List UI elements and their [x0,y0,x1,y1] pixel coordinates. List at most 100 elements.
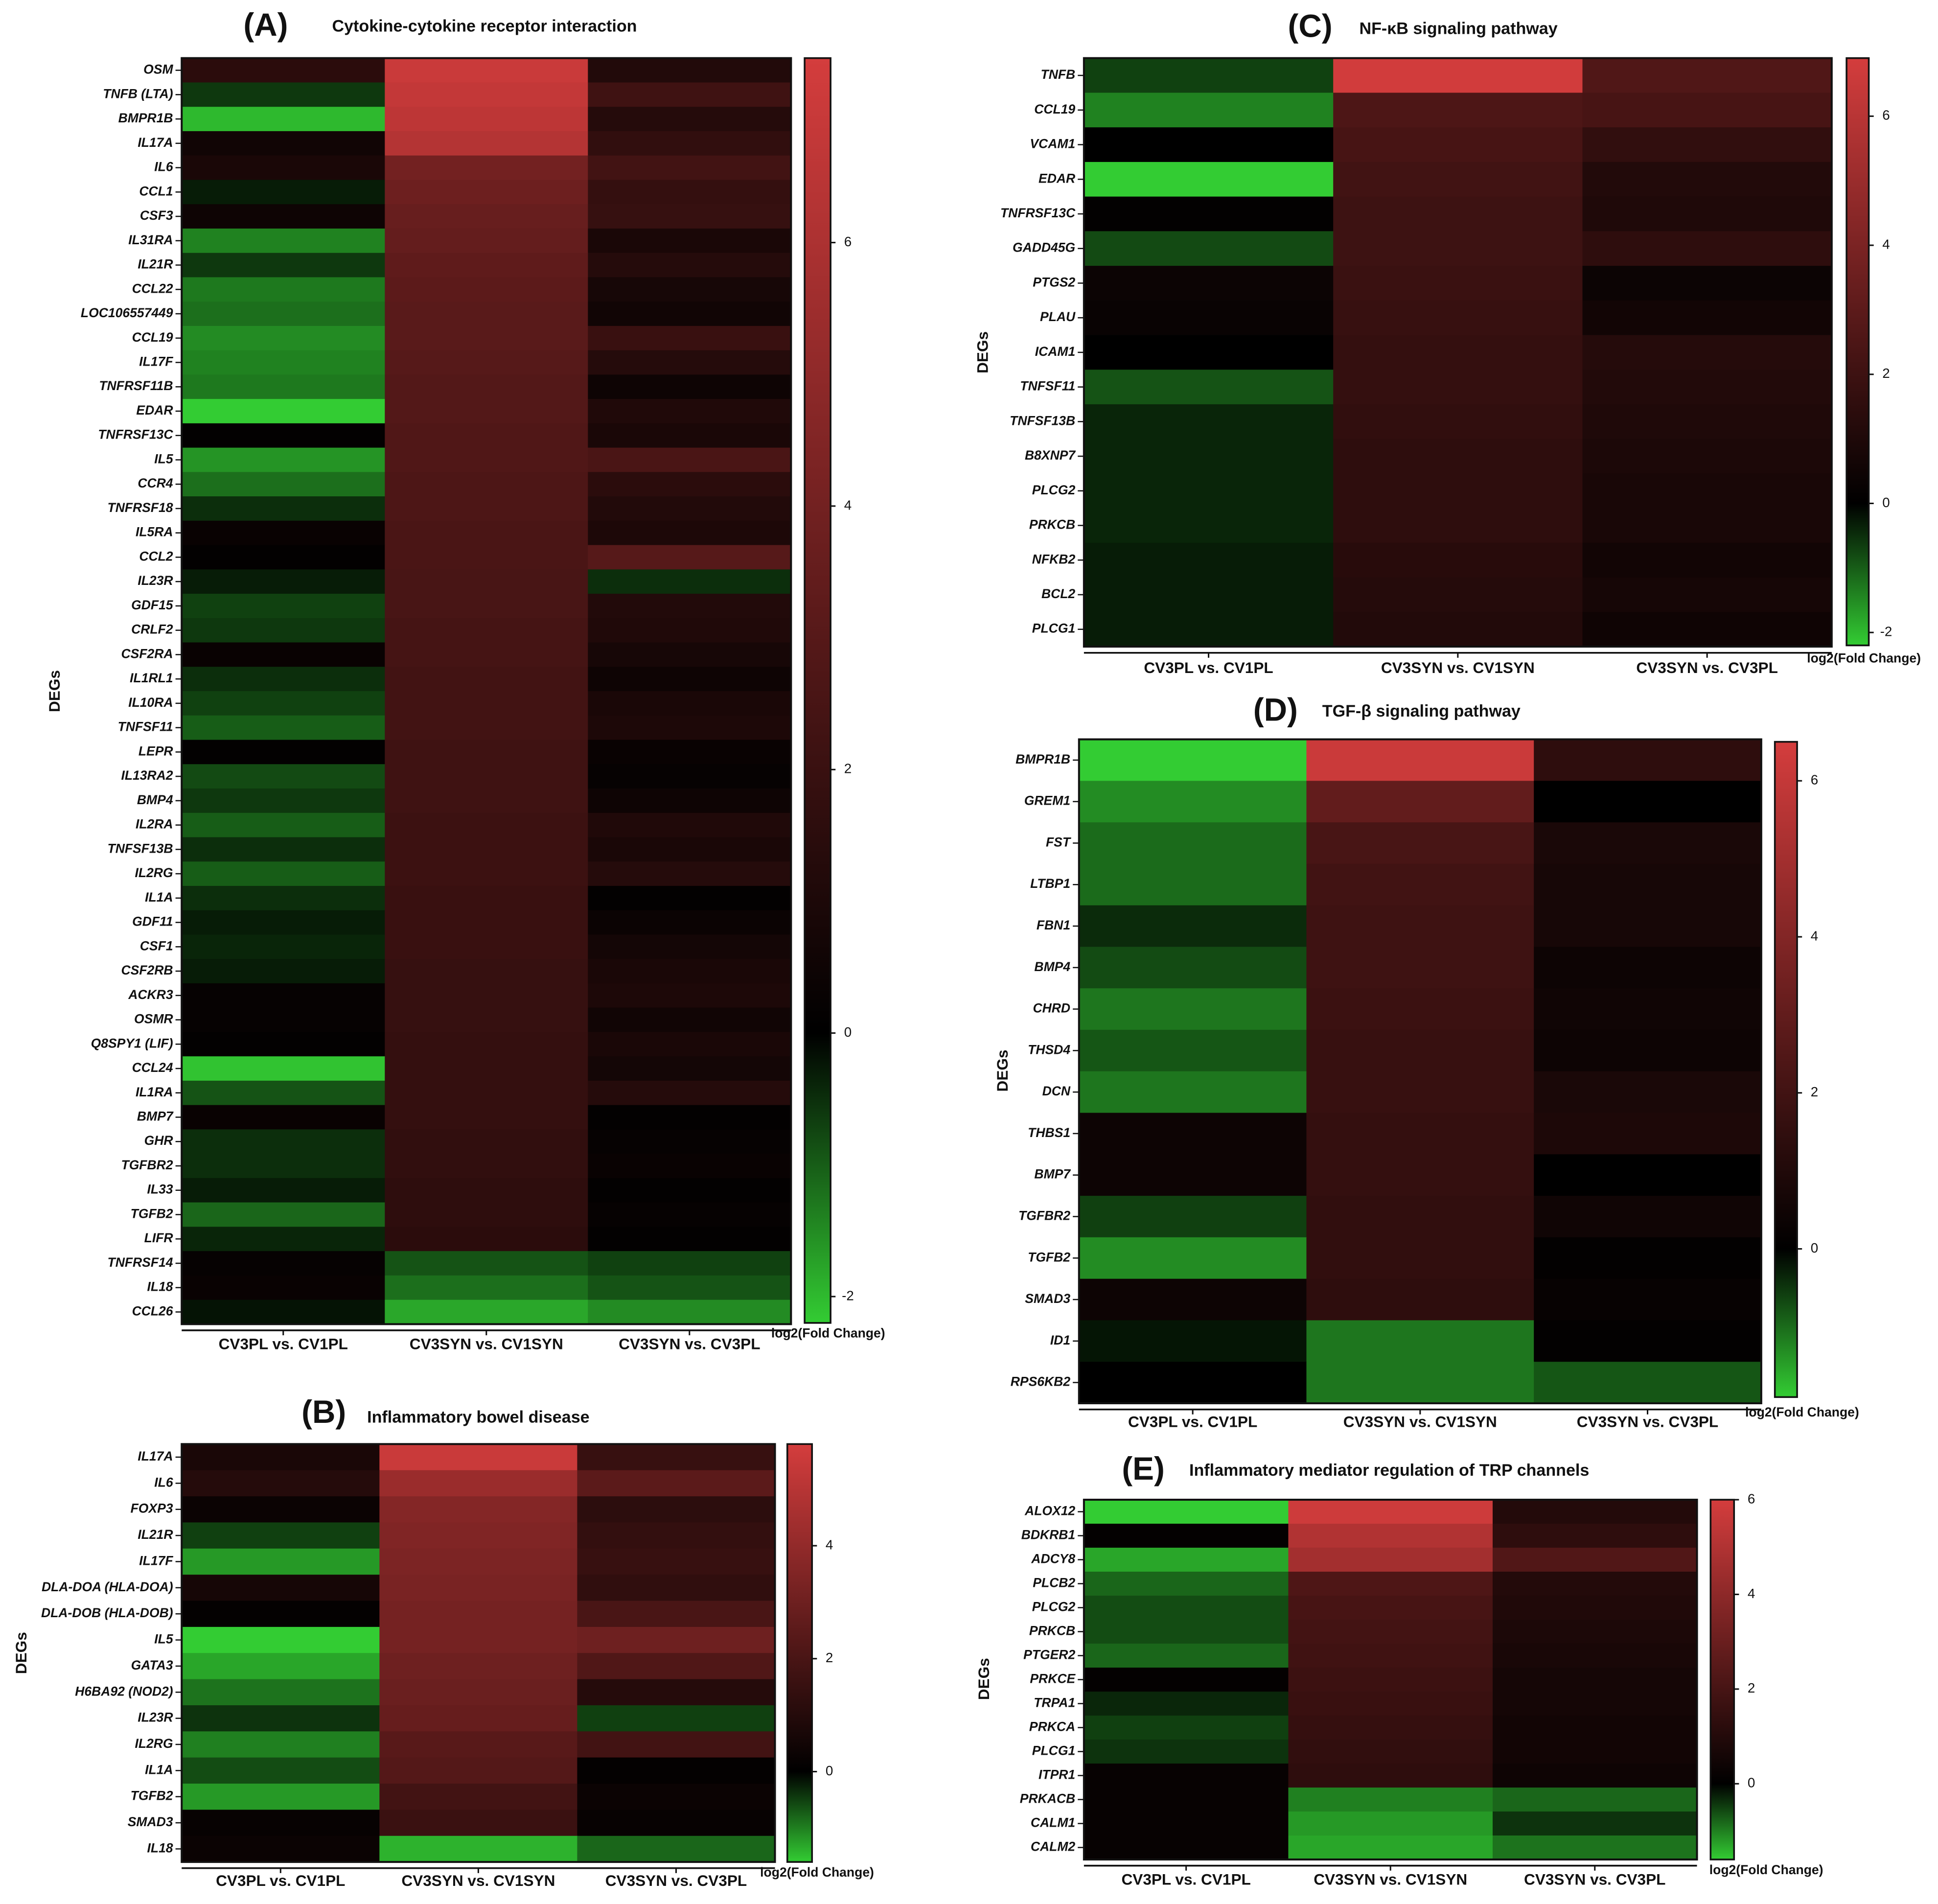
heatmap-cell [385,496,589,521]
heatmap-cell [577,1835,776,1863]
heatmap-cell [1084,508,1334,543]
colorbar [786,1443,813,1863]
heatmap-cell [588,837,792,862]
heatmap-cell [385,204,589,229]
heatmap-cell [1582,196,1832,232]
colorbar-tick-label: 4 [826,1537,833,1552]
row-label: IL1RA [136,1085,173,1099]
row-label: BMP7 [1034,1167,1071,1182]
heatmap-cell [182,667,386,692]
heatmap-cell [385,910,589,935]
heatmap-cell [1582,612,1832,648]
row-label: PLCG1 [1032,621,1075,636]
heatmap-cell [1084,93,1334,128]
row-label: THBS1 [1028,1125,1070,1140]
colorbar-tick-label: -2 [842,1288,854,1303]
heatmap-cell [1084,370,1334,405]
heatmap-cell [182,642,386,668]
heatmap-cell [1084,1716,1289,1741]
heatmap-cell [588,1154,792,1179]
heatmap-cell [1084,58,1334,93]
heatmap-frame [181,1443,776,1863]
heatmap-cell [1079,1071,1307,1114]
heatmap-cell [1333,93,1583,128]
row-label: FST [1046,835,1072,849]
row-label: EDAR [136,403,173,418]
colorbar-tick-label: 4 [1811,928,1818,943]
heatmap-cell [1492,1835,1698,1860]
row-label: IL17A [138,1449,173,1463]
heatmap-cell [1582,162,1832,197]
heatmap-cell [1492,1764,1698,1788]
row-label: SMAD3 [128,1814,173,1829]
heatmap-cell [1306,1196,1535,1238]
heatmap-cell [588,496,792,521]
heatmap-cell [1582,473,1832,509]
heatmap-cell [577,1626,776,1654]
heatmap-cell [1582,127,1832,163]
row-label: GATA3 [131,1658,173,1672]
heatmap-cell [1534,988,1762,1030]
row-label: ITPR1 [1038,1767,1075,1782]
colorbar-tick-label: 4 [1882,236,1890,252]
row-label: IL6 [154,160,173,174]
heatmap-cell [1084,231,1334,267]
row-label: ALOX12 [1024,1504,1075,1518]
chart-title: Inflammatory bowel disease [367,1408,589,1426]
heatmap-cell [588,399,792,424]
y-axis-label: DEGs [974,331,992,373]
heatmap-cell [379,1496,578,1523]
row-label: CSF2RB [121,963,173,977]
heatmap-cell [379,1835,578,1863]
row-label: CALM1 [1031,1815,1075,1830]
heatmap-cell [1582,508,1832,543]
heatmap-cell [1534,822,1762,864]
row-label: IL23R [138,1710,173,1725]
heatmap-cell [182,1275,386,1300]
panel-label: (A) [243,7,288,43]
heatmap-cell [1084,1644,1289,1669]
heatmap-cell [385,253,589,278]
row-label: SMAD3 [1025,1291,1070,1306]
heatmap-cell [385,180,589,205]
row-label: TNFRSF13C [1000,206,1076,220]
heatmap-cell [385,934,589,960]
heatmap-cell [1084,1500,1289,1525]
heatmap-cell [182,1601,380,1627]
heatmap-cell [182,447,386,473]
heatmap-cell [182,594,386,619]
x-tick-label: CV3PL vs. CV1PL [1122,1870,1251,1888]
heatmap-cell [182,1548,380,1576]
chart-title: TGF-β signaling pathway [1322,702,1521,720]
heatmap-cell [1333,300,1583,336]
heatmap-cell [588,228,792,254]
heatmap-cell [385,1178,589,1203]
heatmap-cell [1534,1113,1762,1155]
heatmap-cell [182,180,386,205]
heatmap-cell [385,1032,589,1057]
y-axis-label: DEGs [12,1632,30,1674]
panel-label: (B) [301,1394,346,1430]
heatmap-cell [379,1810,578,1836]
row-label: IL23R [138,573,173,588]
row-label: CCL24 [132,1060,173,1075]
heatmap-cell [182,131,386,156]
heatmap-cell [385,837,589,862]
row-label: BMPR1B [1015,752,1070,766]
heatmap-cell [182,204,386,229]
heatmap-cell [385,959,589,984]
heatmap-cell [1084,1811,1289,1836]
heatmap-cell [379,1705,578,1732]
heatmap-cell [385,667,589,692]
heatmap-cell [385,764,589,789]
row-label: PTGS2 [1033,275,1075,289]
row-label: IL33 [147,1182,173,1197]
row-label: EDAR [1038,171,1075,186]
heatmap-cell [588,642,792,668]
heatmap-cell [182,813,386,838]
heatmap-cell [379,1679,578,1706]
colorbar-tick-label: 2 [1811,1084,1818,1099]
heatmap-cell [588,1080,792,1106]
row-label: TGFB2 [1028,1250,1070,1264]
